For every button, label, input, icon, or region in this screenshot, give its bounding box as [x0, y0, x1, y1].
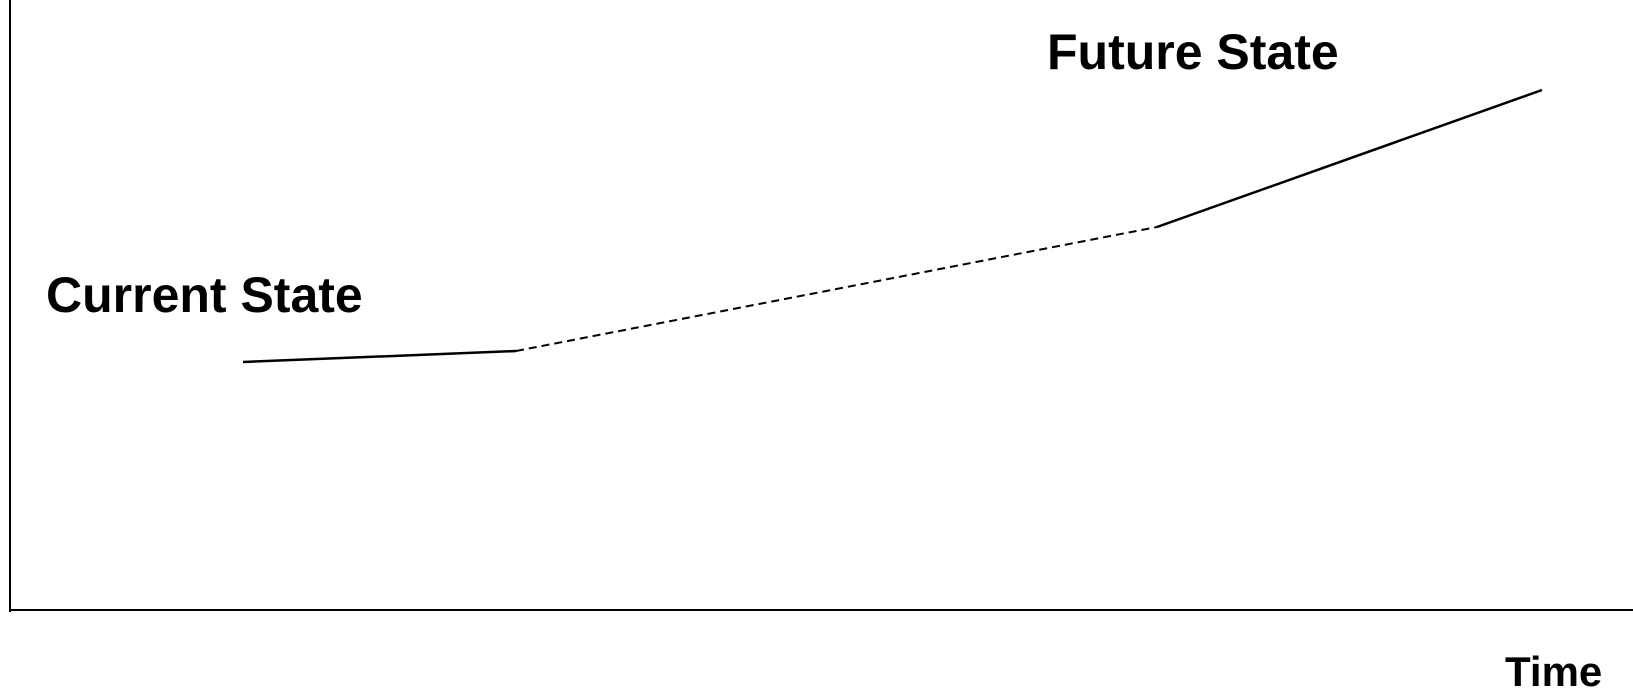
future-state-line — [1156, 88, 1543, 229]
current-state-label: Current State — [46, 267, 363, 323]
future-state-label: Future State — [1047, 24, 1339, 80]
x-axis-label: Time — [1505, 648, 1603, 695]
transition-dashed-line — [515, 226, 1158, 352]
current-state-line — [242, 349, 517, 364]
